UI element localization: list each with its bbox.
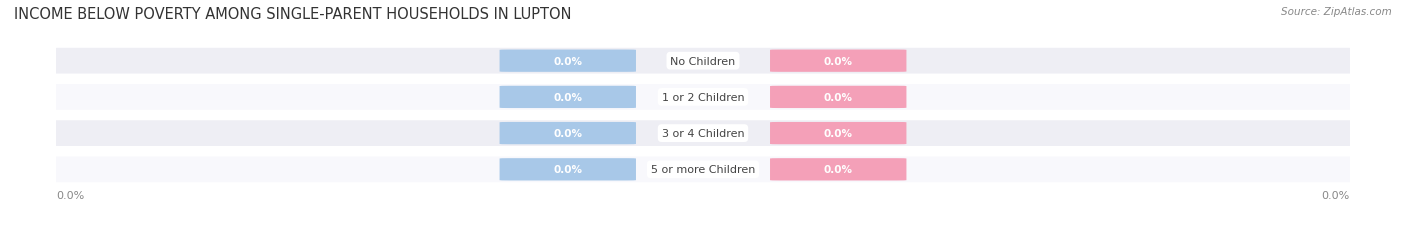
FancyBboxPatch shape	[770, 158, 907, 181]
Text: 0.0%: 0.0%	[824, 56, 852, 66]
Text: 1 or 2 Children: 1 or 2 Children	[662, 92, 744, 103]
Text: 0.0%: 0.0%	[554, 165, 582, 175]
Text: 0.0%: 0.0%	[554, 128, 582, 139]
FancyBboxPatch shape	[499, 158, 636, 181]
FancyBboxPatch shape	[38, 49, 1368, 74]
FancyBboxPatch shape	[499, 86, 636, 109]
Text: 0.0%: 0.0%	[56, 190, 84, 200]
FancyBboxPatch shape	[38, 157, 1368, 182]
Text: Source: ZipAtlas.com: Source: ZipAtlas.com	[1281, 7, 1392, 17]
FancyBboxPatch shape	[38, 85, 1368, 110]
FancyBboxPatch shape	[770, 50, 907, 73]
FancyBboxPatch shape	[499, 50, 636, 73]
FancyBboxPatch shape	[38, 121, 1368, 146]
Text: 0.0%: 0.0%	[554, 92, 582, 103]
Text: 0.0%: 0.0%	[554, 56, 582, 66]
Text: 0.0%: 0.0%	[824, 165, 852, 175]
FancyBboxPatch shape	[770, 122, 907, 145]
FancyBboxPatch shape	[499, 122, 636, 145]
Text: 0.0%: 0.0%	[824, 92, 852, 103]
Text: No Children: No Children	[671, 56, 735, 66]
Text: 0.0%: 0.0%	[824, 128, 852, 139]
Text: 5 or more Children: 5 or more Children	[651, 165, 755, 175]
FancyBboxPatch shape	[770, 86, 907, 109]
Text: 3 or 4 Children: 3 or 4 Children	[662, 128, 744, 139]
Text: 0.0%: 0.0%	[1322, 190, 1350, 200]
Text: INCOME BELOW POVERTY AMONG SINGLE-PARENT HOUSEHOLDS IN LUPTON: INCOME BELOW POVERTY AMONG SINGLE-PARENT…	[14, 7, 572, 22]
